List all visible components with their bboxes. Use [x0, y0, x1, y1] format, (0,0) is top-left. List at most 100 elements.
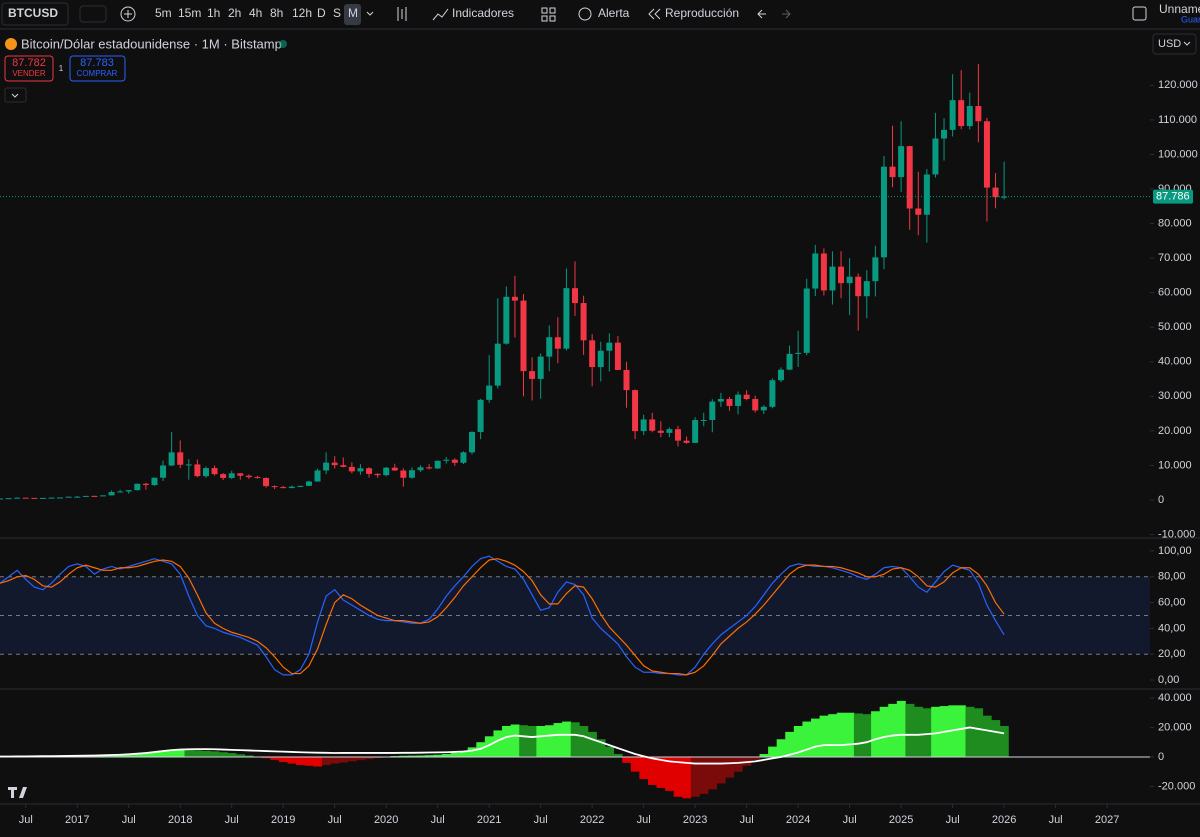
momentum-bar	[819, 715, 829, 757]
momentum-bar	[699, 756, 709, 794]
replay-button[interactable]: Reproducción	[665, 6, 739, 20]
interval-button[interactable]: 4h	[249, 6, 262, 20]
interval-button[interactable]: 12h	[292, 6, 312, 20]
candle-body	[683, 440, 690, 443]
redo[interactable]	[782, 9, 791, 19]
interval-button[interactable]: 2h	[228, 6, 241, 20]
layouts-icon[interactable]	[541, 7, 556, 22]
indicators-button[interactable]: Indicadores	[452, 6, 514, 20]
candle-body	[366, 468, 373, 474]
interval-button[interactable]: D	[317, 6, 326, 20]
momentum-bar	[321, 756, 331, 766]
symbol-box[interactable]	[1, 2, 69, 26]
candle-body	[838, 266, 845, 284]
chart-type-icon[interactable]	[397, 7, 407, 21]
collapse-button[interactable]	[4, 87, 27, 103]
candle-body	[966, 106, 973, 127]
y-tick-label: -10.000	[1158, 528, 1195, 540]
sell-price[interactable]: 87.782	[12, 57, 46, 69]
interval-button[interactable]: S	[333, 6, 341, 20]
buy-price[interactable]: 87.783	[80, 57, 114, 69]
candle-body	[168, 452, 175, 466]
momentum-bar	[467, 747, 477, 757]
symbol[interactable]: BTCUSD	[8, 6, 58, 20]
candle-body	[408, 470, 415, 478]
momentum-bar	[836, 712, 846, 757]
candle-body	[606, 342, 613, 351]
candle-body	[434, 460, 441, 469]
save-button[interactable]: Guardar	[1181, 14, 1200, 24]
candle-body	[1001, 196, 1008, 198]
candle-body	[323, 462, 330, 471]
active-interval-bg	[344, 4, 361, 25]
candle-body	[117, 491, 124, 493]
x-tick-label: 2020	[374, 814, 398, 826]
candle-body	[752, 399, 759, 411]
momentum-bar	[862, 714, 872, 757]
momentum-bar	[570, 722, 580, 757]
alert-icon[interactable]	[578, 7, 592, 21]
momentum-bar	[622, 756, 632, 763]
momentum-bar	[613, 753, 623, 757]
candle-body	[554, 337, 561, 349]
sell-box[interactable]	[4, 55, 54, 82]
candle-body	[194, 464, 201, 477]
interval-button[interactable]: 8h	[270, 6, 283, 20]
momentum-bar	[750, 756, 760, 760]
interval-button[interactable]: M	[348, 6, 358, 20]
momentum-bar	[304, 756, 314, 766]
candle-body	[795, 352, 802, 354]
candle-body	[228, 473, 235, 478]
y-tick-label: 100,00	[1158, 545, 1192, 557]
buy-label[interactable]: COMPRAR	[77, 69, 118, 78]
candle-body	[134, 483, 141, 491]
candle-body	[297, 485, 304, 487]
momentum-bar	[562, 721, 572, 757]
indicators-icon[interactable]	[432, 8, 449, 21]
layout-icon[interactable]	[1132, 6, 1147, 21]
x-tick-label: Jul	[637, 814, 651, 826]
candle-body	[829, 266, 836, 291]
compare-button[interactable]	[79, 5, 107, 23]
momentum-bar	[785, 731, 795, 757]
interval-button[interactable]: 1h	[207, 6, 220, 20]
interval-button[interactable]: 15m	[178, 6, 201, 20]
momentum-bar	[124, 754, 134, 757]
candle-body	[91, 495, 98, 497]
candle-body	[357, 468, 364, 472]
momentum-bar	[338, 756, 348, 763]
stoch-line	[0, 555, 1005, 676]
candle-body	[906, 146, 913, 209]
candle-body	[0, 498, 3, 500]
currency-box[interactable]	[1152, 33, 1197, 55]
candle-body	[82, 495, 89, 497]
layout-name[interactable]: Unname	[1159, 2, 1200, 16]
undo[interactable]	[757, 9, 766, 19]
currency[interactable]: USD	[1158, 38, 1181, 50]
buy-box[interactable]	[69, 55, 126, 82]
candle-body	[949, 100, 956, 130]
x-tick-label: 2024	[786, 814, 810, 826]
candle-body	[717, 398, 724, 402]
candle-body	[22, 497, 29, 499]
momentum-bar	[287, 756, 297, 764]
candle-body	[735, 394, 742, 406]
candle-body	[580, 303, 587, 341]
momentum-bar	[313, 756, 323, 767]
candle-body	[125, 490, 132, 492]
sell-label[interactable]: VENDER	[12, 69, 46, 78]
alert-button[interactable]: Alerta	[598, 6, 630, 20]
momentum-bar	[579, 725, 589, 757]
candle-body	[254, 477, 261, 479]
momentum-bar	[776, 739, 786, 757]
y-tick-label: 100.000	[1158, 148, 1198, 160]
interval-dropdown[interactable]	[366, 11, 374, 16]
candle-body	[31, 497, 38, 499]
momentum-bar	[441, 753, 451, 757]
replay-icon[interactable]	[648, 8, 661, 20]
y-tick-label: -20.000	[1158, 780, 1195, 792]
x-tick-label: Jul	[431, 814, 445, 826]
momentum-bar	[236, 754, 245, 757]
add-symbol[interactable]	[120, 6, 136, 22]
interval-button[interactable]: 5m	[155, 6, 172, 20]
